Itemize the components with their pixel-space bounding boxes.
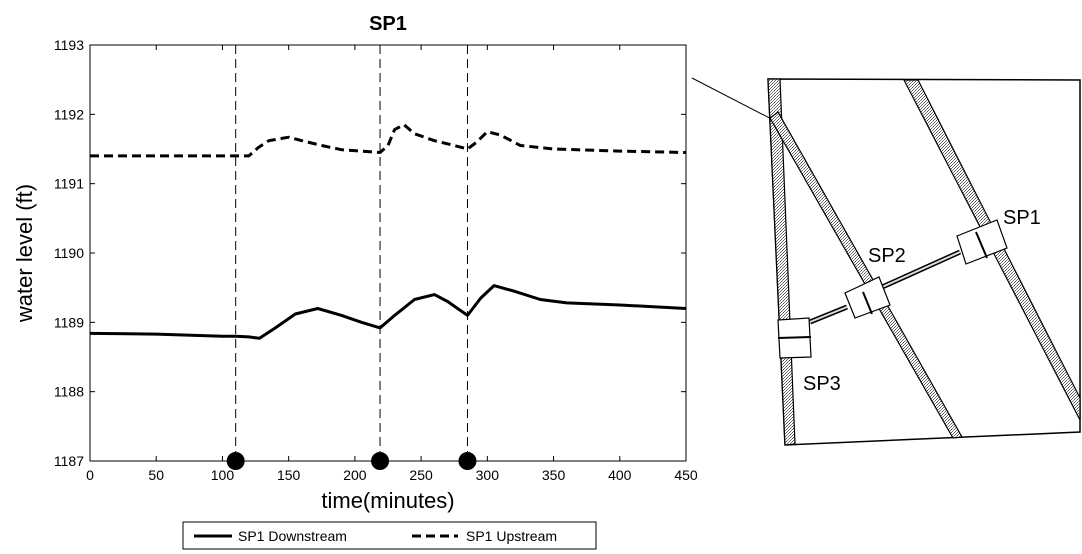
legend-label-upstream: SP1 Upstream: [466, 528, 557, 544]
chart: SP1 time(minutes) water level (ft) 0 50 10…: [12, 13, 698, 550]
x-tick-label: 250: [409, 467, 433, 483]
x-axis-label: time(minutes): [321, 488, 454, 513]
y-tick-label: 1191: [54, 176, 84, 192]
y-tick-label: 1193: [54, 37, 84, 53]
x-tick-label: 200: [343, 467, 367, 483]
x-axis-ticks: 0 50 100 150 200 250 300 350 400 450: [86, 45, 698, 483]
y-tick-label: 1192: [54, 106, 84, 122]
sp3-gate: [777, 336, 812, 339]
x-tick-label: 350: [542, 467, 566, 483]
legend-box: [182, 521, 597, 550]
x-tick-label: 450: [674, 467, 698, 483]
chart-title: SP1: [369, 13, 407, 35]
y-axis-label: water level (ft): [12, 184, 37, 323]
series-layer: [89, 123, 687, 340]
pipe-sp1-sp2-inner: [879, 251, 961, 289]
sp2-label: SP2: [868, 245, 906, 267]
event-marker: [371, 452, 390, 470]
sp2-structure: [844, 276, 891, 319]
event-marker: [226, 452, 245, 470]
middle-channel: [769, 111, 963, 439]
site-diagram: SP1 SP2 SP3: [767, 78, 1081, 446]
event-markers: [226, 452, 477, 470]
y-axis-ticks: 1187 1188 1189 1190 1191 1192 1193: [54, 37, 686, 469]
sp1-label: SP1: [1003, 207, 1041, 229]
sp3-label: SP3: [803, 373, 841, 395]
series-line-upstream: [90, 123, 687, 158]
y-tick-label: 1187: [54, 453, 84, 469]
y-tick-label: 1188: [54, 384, 84, 400]
sp2-gate: [862, 291, 873, 315]
x-tick-label: 150: [277, 467, 301, 483]
x-tick-label: 400: [608, 467, 632, 483]
x-tick-label: 50: [148, 467, 164, 483]
x-tick-label: 100: [211, 467, 235, 483]
legend: SP1 Downstream SP1 Upstream: [182, 521, 597, 550]
legend-label-downstream: SP1 Downstream: [238, 528, 347, 544]
x-tick-label: 0: [86, 467, 94, 483]
y-tick-label: 1190: [54, 245, 84, 261]
series-line-downstream: [89, 284, 687, 340]
y-tick-label: 1189: [54, 314, 84, 330]
sp1-gate: [975, 231, 988, 259]
event-marker: [458, 452, 477, 470]
pipe-sp2-sp3-inner: [809, 306, 848, 323]
sp1-structure: [956, 219, 1008, 265]
x-tick-label: 300: [476, 467, 500, 483]
plot-area: [89, 44, 687, 462]
